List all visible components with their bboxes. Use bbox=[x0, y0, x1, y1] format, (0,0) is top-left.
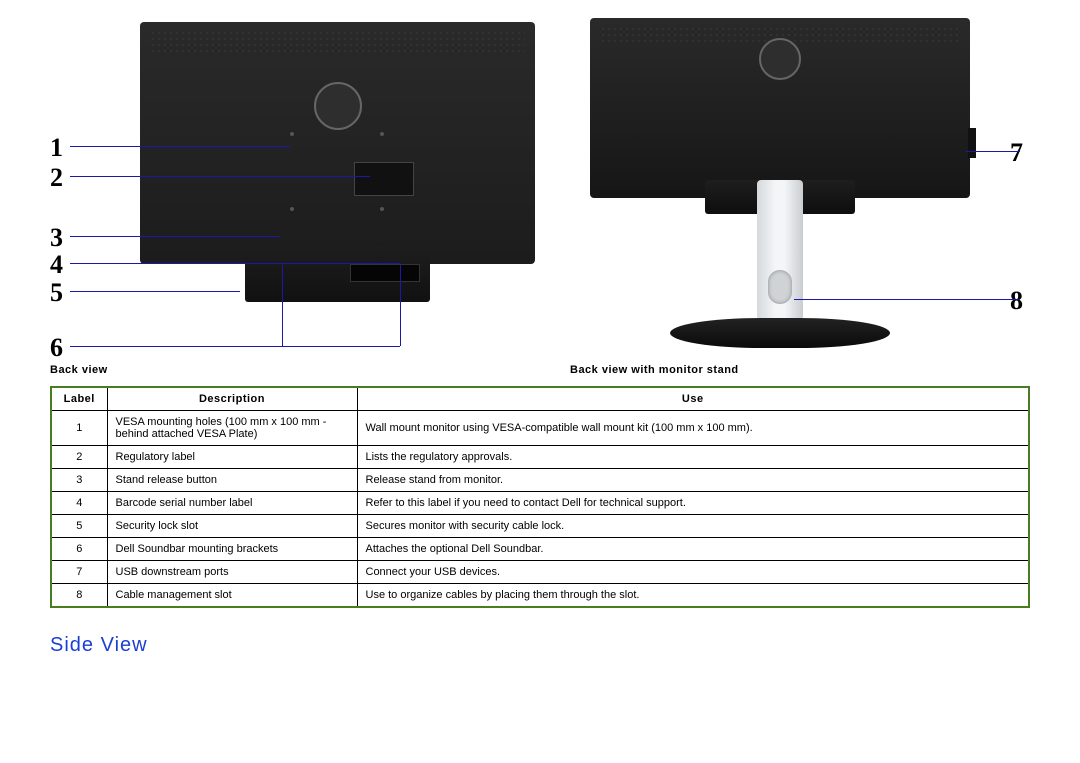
table-row: 2Regulatory labelLists the regulatory ap… bbox=[51, 446, 1029, 469]
callout-number: 6 bbox=[50, 333, 63, 363]
cell-label: 6 bbox=[51, 538, 107, 561]
vent-pattern bbox=[150, 30, 525, 52]
table-row: 7USB downstream portsConnect your USB de… bbox=[51, 561, 1029, 584]
cell-description: Barcode serial number label bbox=[107, 492, 357, 515]
ports-icon bbox=[350, 264, 420, 282]
table-row: 4Barcode serial number labelRefer to thi… bbox=[51, 492, 1029, 515]
leader-line bbox=[966, 151, 1020, 152]
cable-slot-icon bbox=[768, 270, 792, 304]
vesa-hole bbox=[380, 132, 384, 136]
cell-use: Release stand from monitor. bbox=[357, 469, 1029, 492]
monitor-panel bbox=[590, 18, 970, 198]
leader-line bbox=[794, 299, 1020, 300]
cell-use: Refer to this label if you need to conta… bbox=[357, 492, 1029, 515]
leader-line bbox=[70, 346, 400, 347]
cell-description: Cable management slot bbox=[107, 584, 357, 608]
port-panel bbox=[245, 246, 430, 302]
cell-description: Security lock slot bbox=[107, 515, 357, 538]
cell-description: Dell Soundbar mounting brackets bbox=[107, 538, 357, 561]
vesa-hole bbox=[290, 207, 294, 211]
leader-line bbox=[70, 236, 280, 237]
leader-line bbox=[70, 146, 290, 147]
cell-use: Lists the regulatory approvals. bbox=[357, 446, 1029, 469]
cell-use: Wall mount monitor using VESA-compatible… bbox=[357, 411, 1029, 446]
cell-description: USB downstream ports bbox=[107, 561, 357, 584]
cell-use: Connect your USB devices. bbox=[357, 561, 1029, 584]
cell-description: Regulatory label bbox=[107, 446, 357, 469]
col-label: Label bbox=[51, 387, 107, 411]
col-description: Description bbox=[107, 387, 357, 411]
leader-line bbox=[70, 176, 370, 177]
figure-back-view-stand: 7 8 bbox=[590, 18, 1030, 358]
section-heading-side-view: Side View bbox=[50, 634, 1030, 657]
description-table: Label Description Use 1VESA mounting hol… bbox=[50, 386, 1030, 608]
cell-label: 8 bbox=[51, 584, 107, 608]
cell-label: 4 bbox=[51, 492, 107, 515]
stand-base bbox=[670, 318, 890, 348]
figure-back-view: 1 2 3 4 5 6 bbox=[50, 18, 550, 358]
callout-number: 5 bbox=[50, 278, 63, 308]
cell-use: Attaches the optional Dell Soundbar. bbox=[357, 538, 1029, 561]
callout-number: 8 bbox=[1010, 286, 1023, 316]
caption-back-view: Back view bbox=[50, 364, 570, 376]
table-header-row: Label Description Use bbox=[51, 387, 1029, 411]
callout-number: 7 bbox=[1010, 138, 1023, 168]
table-body: 1VESA mounting holes (100 mm x 100 mm - … bbox=[51, 411, 1029, 608]
table-row: 3Stand release buttonRelease stand from … bbox=[51, 469, 1029, 492]
cell-label: 2 bbox=[51, 446, 107, 469]
cell-label: 3 bbox=[51, 469, 107, 492]
leader-line bbox=[282, 265, 283, 346]
captions-row: Back view Back view with monitor stand bbox=[50, 364, 1030, 376]
leader-line bbox=[70, 291, 240, 292]
callout-number: 1 bbox=[50, 133, 63, 163]
monitor-back-illustration bbox=[140, 22, 535, 264]
figures-row: 1 2 3 4 5 6 7 8 bbox=[50, 18, 1030, 358]
callout-number: 3 bbox=[50, 223, 63, 253]
caption-back-view-stand: Back view with monitor stand bbox=[570, 364, 739, 376]
table-row: 5Security lock slotSecures monitor with … bbox=[51, 515, 1029, 538]
col-use: Use bbox=[357, 387, 1029, 411]
callout-number: 2 bbox=[50, 163, 63, 193]
leader-line bbox=[400, 265, 401, 346]
leader-line bbox=[70, 263, 400, 264]
cell-label: 7 bbox=[51, 561, 107, 584]
regulatory-label-icon bbox=[354, 162, 414, 196]
dell-logo-icon bbox=[314, 82, 362, 130]
table-row: 6Dell Soundbar mounting bracketsAttaches… bbox=[51, 538, 1029, 561]
cell-label: 1 bbox=[51, 411, 107, 446]
callout-number: 4 bbox=[50, 250, 63, 280]
usb-port-icon bbox=[968, 128, 976, 158]
cell-use: Use to organize cables by placing them t… bbox=[357, 584, 1029, 608]
cell-description: VESA mounting holes (100 mm x 100 mm - b… bbox=[107, 411, 357, 446]
vesa-hole bbox=[290, 132, 294, 136]
cell-use: Secures monitor with security cable lock… bbox=[357, 515, 1029, 538]
table-row: 1VESA mounting holes (100 mm x 100 mm - … bbox=[51, 411, 1029, 446]
cell-label: 5 bbox=[51, 515, 107, 538]
vesa-hole bbox=[380, 207, 384, 211]
cell-description: Stand release button bbox=[107, 469, 357, 492]
table-row: 8Cable management slotUse to organize ca… bbox=[51, 584, 1029, 608]
dell-logo-icon bbox=[759, 38, 801, 80]
